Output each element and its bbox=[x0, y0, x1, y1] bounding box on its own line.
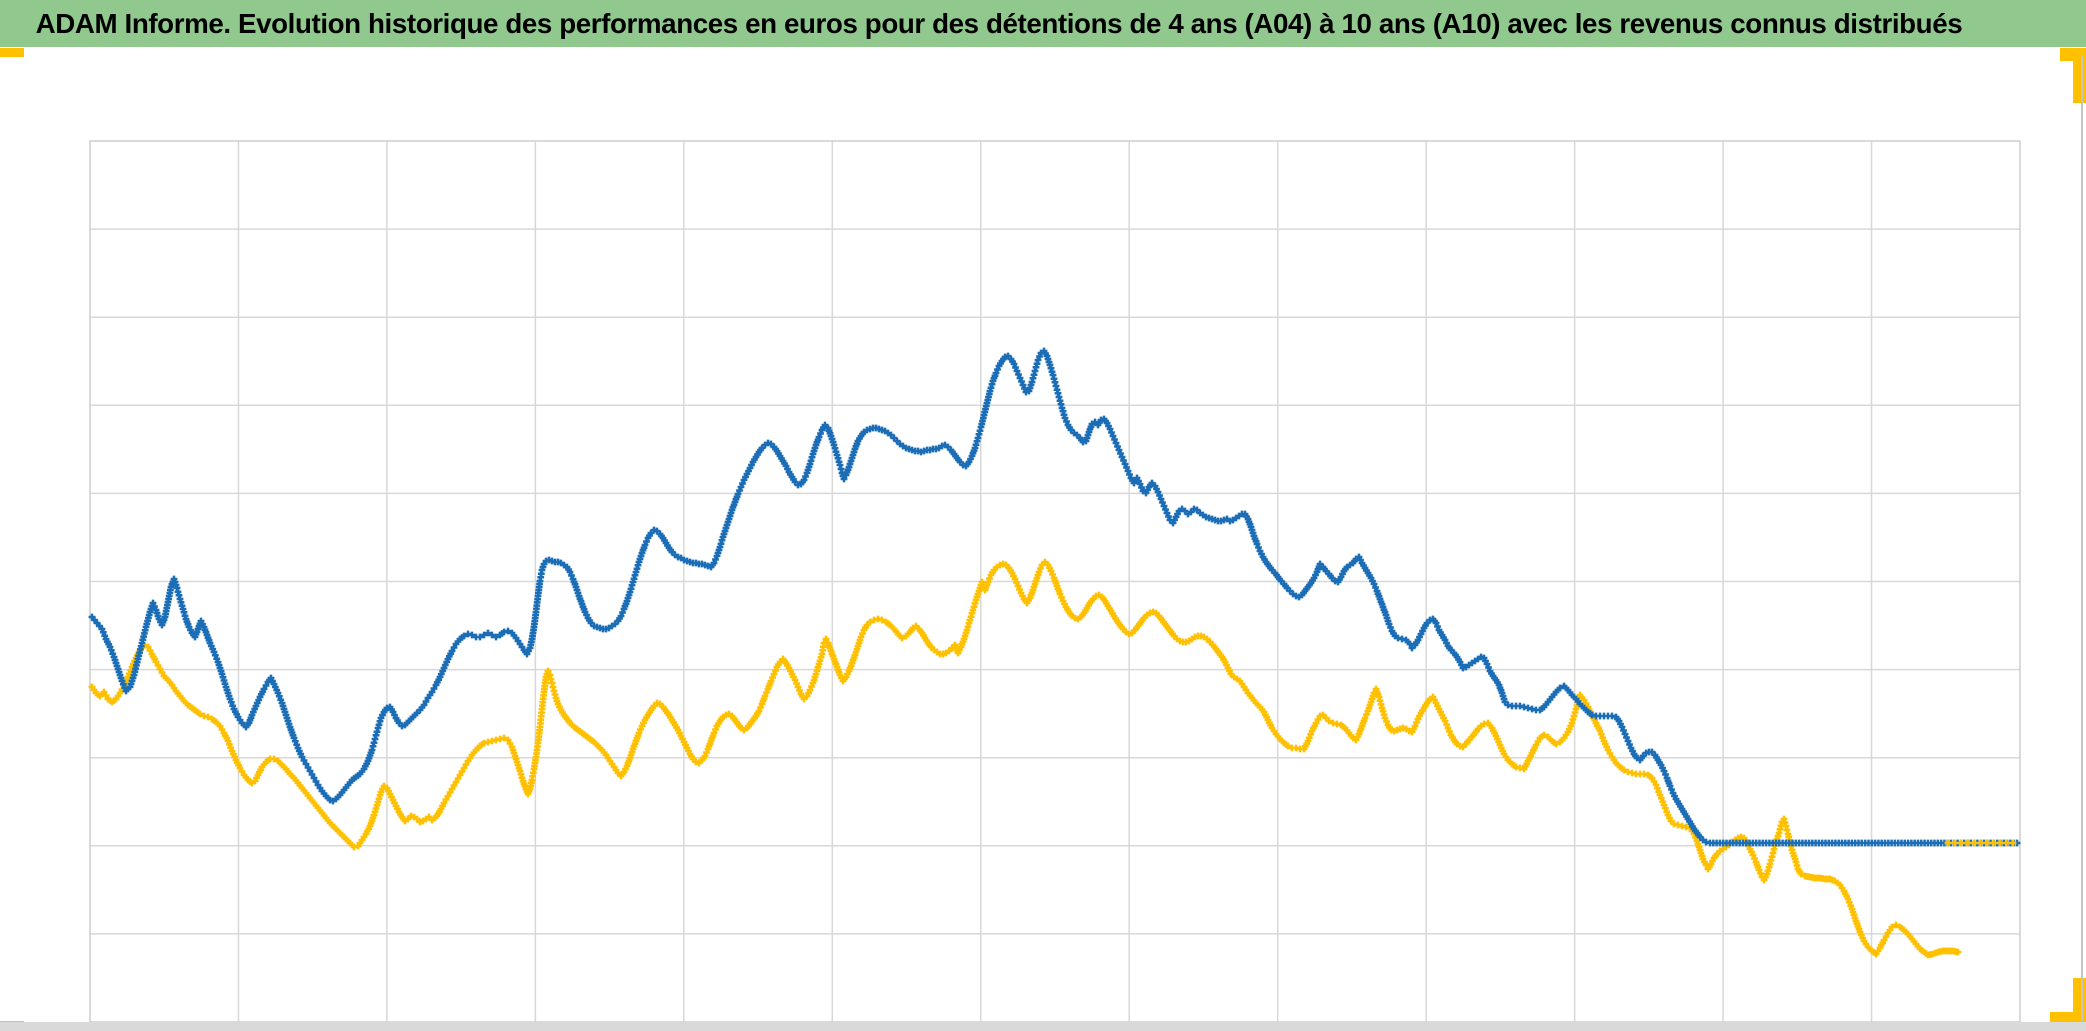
gold-series-flat-tail[interactable] bbox=[1944, 839, 2017, 847]
title-bar: ADAM Informe. Evolution historique des p… bbox=[0, 0, 2086, 47]
right-edge-line bbox=[2081, 56, 2083, 1022]
bottom-gray-strip bbox=[0, 1022, 2086, 1031]
yellow-corner-top-right-vertical bbox=[2073, 48, 2086, 103]
chart-object[interactable] bbox=[0, 47, 2082, 1023]
yellow-corner-top-left bbox=[0, 48, 24, 57]
gold-series[interactable] bbox=[88, 558, 1962, 959]
performance-chart[interactable] bbox=[0, 47, 2086, 1031]
blue-series[interactable] bbox=[88, 347, 2021, 847]
page-title: ADAM Informe. Evolution historique des p… bbox=[35, 7, 1963, 39]
